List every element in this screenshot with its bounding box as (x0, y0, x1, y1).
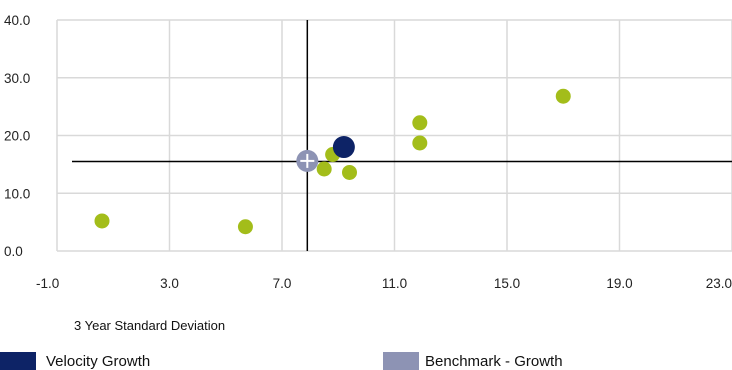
y-tick-label: 30.0 (4, 71, 30, 86)
x-tick-label: 15.0 (494, 276, 520, 291)
x-tick-label: 11.0 (382, 276, 407, 291)
peer-fund-point (317, 161, 332, 176)
y-axis-ticks: 0.0 10.0 20.0 30.0 40.0 (4, 13, 30, 259)
x-tick-label: 7.0 (273, 276, 292, 291)
fund-point (333, 136, 355, 158)
legend: Velocity Growth Benchmark - Growth (0, 352, 563, 370)
x-tick-label: 3.0 (160, 276, 179, 291)
legend-swatch-benchmark (383, 352, 419, 370)
peer-fund-point (556, 89, 571, 104)
grid-lines (57, 20, 732, 251)
x-axis-title: 3 Year Standard Deviation (74, 318, 225, 333)
peer-fund-point (412, 115, 427, 130)
x-tick-label: 23.0 (706, 276, 732, 291)
x-axis-ticks: -1.0 3.0 7.0 11.0 15.0 19.0 23.0 (36, 276, 732, 291)
legend-swatch-fund (0, 352, 36, 370)
y-tick-label: 20.0 (4, 129, 30, 144)
x-tick-label: 19.0 (606, 276, 632, 291)
y-tick-label: 10.0 (4, 186, 30, 201)
peer-fund-point (238, 219, 253, 234)
x-tick-label: -1.0 (36, 276, 59, 291)
legend-label-fund: Velocity Growth (46, 353, 150, 370)
legend-label-benchmark: Benchmark - Growth (425, 353, 563, 370)
y-tick-label: 40.0 (4, 13, 30, 28)
peer-fund-point (95, 213, 110, 228)
peer-fund-point (342, 165, 357, 180)
peer-fund-point (412, 136, 427, 151)
y-tick-label: 0.0 (4, 244, 23, 259)
